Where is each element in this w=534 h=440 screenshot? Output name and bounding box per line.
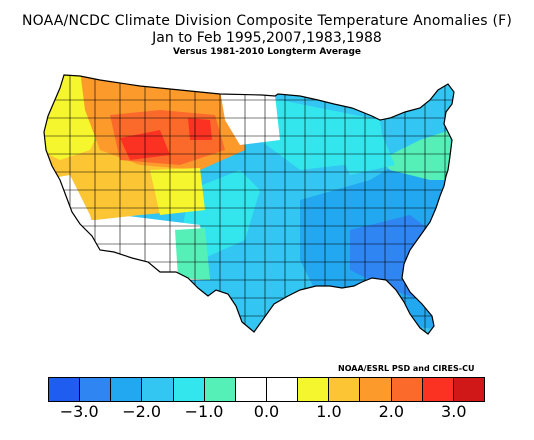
legend-swatch-8 [266, 378, 299, 401]
color-legend-bar [48, 377, 485, 402]
legend-tick-label: 0.0 [253, 402, 280, 421]
region-colorado [150, 168, 205, 215]
legend-tick-label: −2.0 [122, 402, 162, 421]
region-southeast [350, 215, 430, 300]
legend-swatch-2 [80, 378, 112, 401]
region-new-mexico [175, 228, 210, 280]
legend-swatch-13 [422, 378, 454, 401]
legend-swatch-14 [453, 378, 484, 401]
climate-division-boundaries [44, 75, 454, 334]
legend-swatch-5 [173, 378, 205, 401]
legend-swatch-3 [111, 378, 143, 401]
legend-swatch-9 [298, 378, 330, 401]
legend-swatch-7 [235, 378, 267, 401]
legend-swatch-11 [360, 378, 392, 401]
legend-swatch-4 [142, 378, 174, 401]
legend-tick-label: 2.0 [378, 402, 405, 421]
legend-tick-label: −1.0 [184, 402, 224, 421]
legend-swatch-12 [391, 378, 423, 401]
legend-swatch-6 [204, 378, 236, 401]
data-credit: NOAA/ESRL PSD and CIRES-CU [338, 364, 475, 373]
color-legend-ticks: −3.0 −2.0 −1.0 0.0 1.0 2.0 3.0 [48, 402, 485, 432]
legend-tick-label: 1.0 [316, 402, 342, 421]
legend-tick-label: −3.0 [59, 402, 99, 421]
region-idaho-hot [188, 118, 212, 140]
legend-swatch-10 [329, 378, 361, 401]
map-title: NOAA/NCDC Climate Division Composite Tem… [21, 13, 513, 29]
region-northeast [380, 130, 452, 180]
legend-swatch-1 [49, 378, 81, 401]
map-subtitle-period: Jan to Feb 1995,2007,1983,1988 [152, 30, 382, 46]
map-subtitle-baseline: Versus 1981-2010 Longterm Average [172, 47, 362, 57]
legend-tick-label: 3.0 [441, 402, 467, 421]
